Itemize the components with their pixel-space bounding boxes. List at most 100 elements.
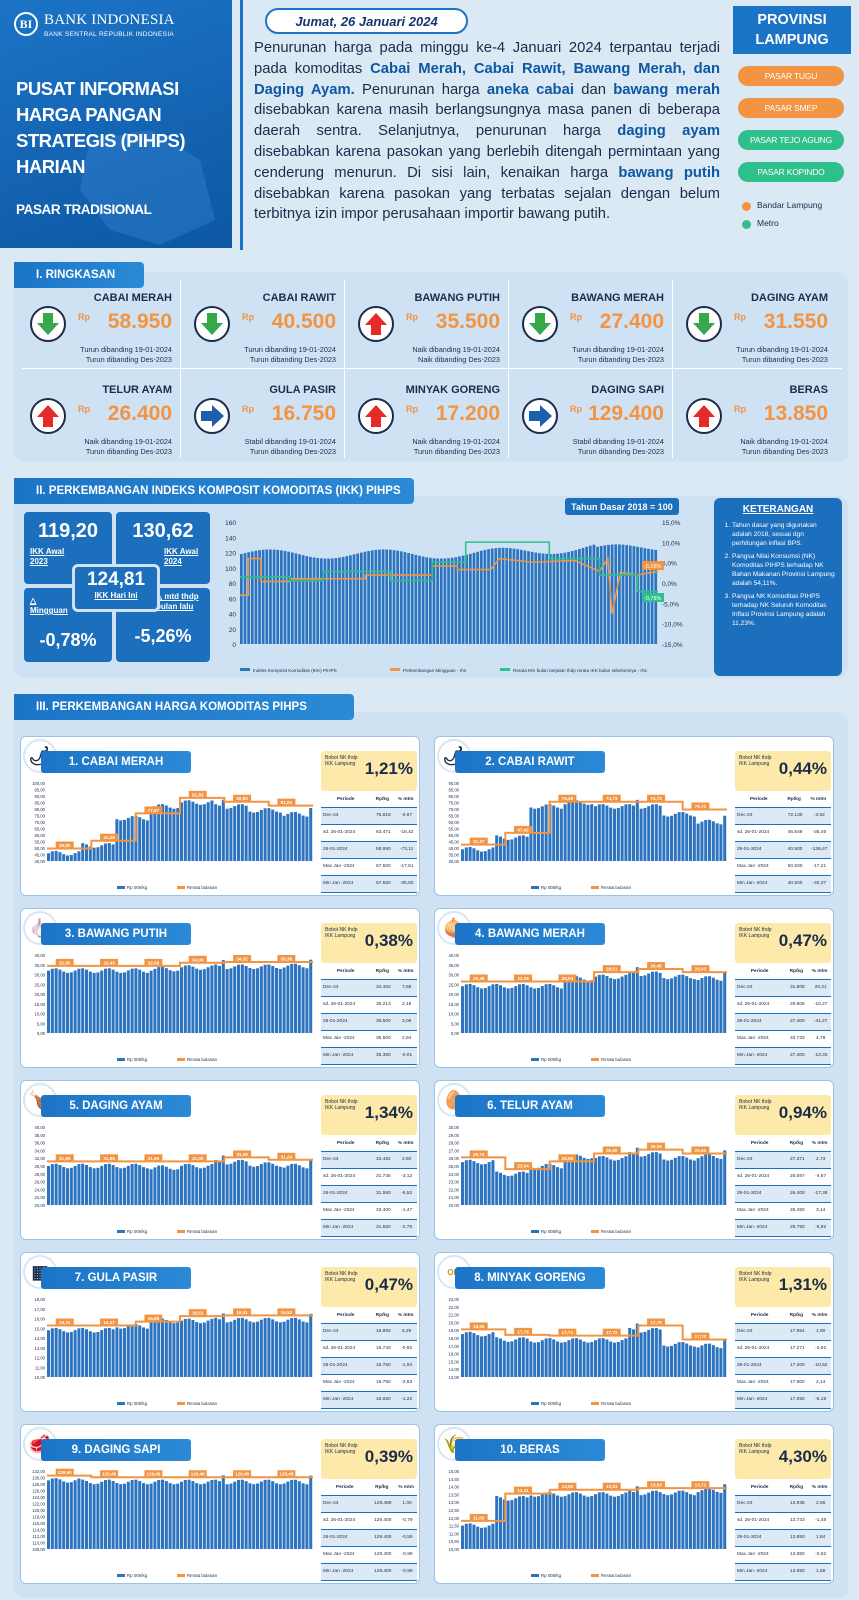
price-bar xyxy=(111,1329,115,1377)
price-bar xyxy=(582,1495,586,1549)
legend-swatch xyxy=(117,1402,125,1405)
table-row: 26-01-2024 27.400 -41,27 xyxy=(735,1013,831,1031)
price-bar xyxy=(533,1168,537,1205)
commodity-title: 9. DAGING SAPI xyxy=(41,1439,191,1461)
price-bar xyxy=(624,1492,628,1549)
average-label: 31,56 xyxy=(148,1156,160,1161)
legend-swatch xyxy=(117,1058,125,1061)
price-bar xyxy=(647,1329,651,1377)
price-bar xyxy=(575,1154,579,1205)
average-label: 25,45 xyxy=(473,976,485,981)
section-komoditas-title: III. PERKEMBANGAN HARGA KOMODITAS PIHPS xyxy=(14,694,354,720)
price-bar xyxy=(529,987,533,1033)
price-bar xyxy=(605,1157,609,1205)
legend-label: Rp 000/kg xyxy=(541,885,562,890)
average-label-bg xyxy=(55,958,74,966)
weight-label: Bobot NK thdp IKK Lampung xyxy=(325,927,358,939)
table-row: 26-01-2024 129.400 -0,59 xyxy=(321,1529,417,1547)
ikk-bar xyxy=(578,549,581,644)
price-bar xyxy=(662,1345,666,1377)
price-bar xyxy=(294,1317,298,1377)
price-bar xyxy=(673,1343,677,1377)
price-bar xyxy=(92,1168,96,1205)
average-label: 81,83 xyxy=(192,792,204,797)
price-bar xyxy=(476,1335,480,1377)
narrative-highlight: daging ayam xyxy=(617,123,721,140)
narrative-part: Penurunan harga pada minggu ke-4 Januari… xyxy=(254,40,720,77)
y-tick: 17,00 xyxy=(449,1344,460,1349)
price-bar xyxy=(73,1165,77,1205)
price-bar xyxy=(575,976,579,1033)
market-button[interactable]: PASAR SMEP xyxy=(738,98,844,118)
table-row: Max Jan -2024 17.900 2,14 xyxy=(735,1374,831,1392)
ikk-bar xyxy=(508,548,512,644)
price-bar xyxy=(540,1340,544,1377)
price-bar xyxy=(221,799,225,861)
price-bar xyxy=(685,1343,689,1377)
price-bar xyxy=(286,1319,290,1377)
y-tick: 55,00 xyxy=(35,840,46,845)
price-bar xyxy=(548,1163,552,1205)
y-tick: 80,00 xyxy=(449,794,460,799)
price-bar xyxy=(111,969,115,1033)
ikk-y2-tick: -10,0% xyxy=(662,622,683,629)
y-tick: 95,00 xyxy=(35,788,46,793)
ikk-y-tick: 0 xyxy=(232,642,236,649)
price-bar xyxy=(54,850,58,861)
market-button[interactable]: PASAR TUGU xyxy=(738,66,844,86)
price-bar xyxy=(172,1169,176,1205)
commodity-title: 10. BERAS xyxy=(455,1439,605,1461)
price-bar xyxy=(214,1159,218,1205)
compare-month: Turun dibanding Des-2023 xyxy=(85,447,172,456)
price-bar xyxy=(202,804,206,861)
ikk-bar xyxy=(490,548,494,644)
table-row: 26-01-2024 58.950 -73,11 xyxy=(321,841,417,859)
table-cell: 2,60 xyxy=(394,1151,417,1169)
price-bar xyxy=(632,805,636,861)
price-bar xyxy=(571,976,575,1033)
table-header: % mtm xyxy=(808,1481,831,1496)
price-bar xyxy=(176,1483,180,1549)
weight-box: Bobot NK thdp IKK Lampung 1,34% xyxy=(321,1095,417,1135)
market-button[interactable]: PASAR TEJO AGUNG xyxy=(738,130,844,150)
table-header: % mtm xyxy=(808,965,831,980)
y-tick: 70,00 xyxy=(35,820,46,825)
price-bar xyxy=(191,1165,195,1205)
price-bar xyxy=(256,1321,260,1377)
price-bar xyxy=(723,1339,727,1377)
price-bar xyxy=(54,1327,58,1377)
weight-value: 1,21% xyxy=(364,759,413,778)
average-label: 129,48 xyxy=(235,1472,249,1477)
price-bar xyxy=(628,971,632,1033)
price-bar xyxy=(58,1164,62,1205)
y-tick: 27,00 xyxy=(449,1148,460,1153)
ikk-bar xyxy=(345,556,349,644)
table-row: Max Jan -2024 16.750 -2,63 xyxy=(321,1374,417,1392)
market-button[interactable]: PASAR KOPINDO xyxy=(738,162,844,182)
price-bar xyxy=(468,1523,472,1549)
price-bar xyxy=(624,804,628,861)
y-tick: 11,00 xyxy=(449,1531,460,1536)
price-bar xyxy=(130,1480,134,1549)
price-bar xyxy=(161,1479,165,1549)
card-divider xyxy=(344,280,345,458)
price-bar xyxy=(670,1159,674,1205)
price-bar xyxy=(153,1481,157,1549)
price-bar xyxy=(180,1481,184,1549)
price-bar xyxy=(692,1495,696,1549)
price-bar xyxy=(259,1319,263,1377)
price-bar xyxy=(96,972,100,1033)
price-bar xyxy=(286,965,290,1033)
y-tick: 20,00 xyxy=(449,1320,460,1325)
commodity-title: 4. BAWANG MERAH xyxy=(455,923,605,945)
price-value: 35.500 xyxy=(435,310,500,333)
price-bar xyxy=(578,1155,582,1205)
price-bar xyxy=(719,980,723,1033)
table-cell: Min Jan -2024 xyxy=(735,1391,785,1410)
table-row: Min Jan -2024 40.500 -40,37 xyxy=(735,875,831,894)
price-bar xyxy=(240,964,244,1033)
narrative-part: dan xyxy=(573,81,614,98)
price-bar xyxy=(157,1165,161,1205)
price-bar xyxy=(563,980,567,1033)
commodity-name: DAGING SAPI xyxy=(591,384,664,396)
